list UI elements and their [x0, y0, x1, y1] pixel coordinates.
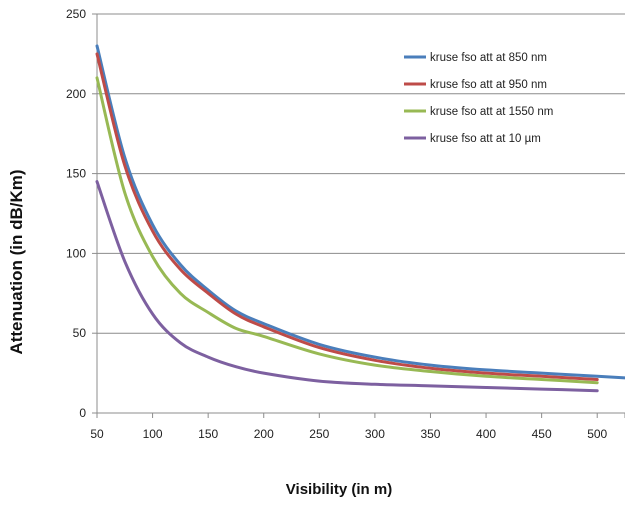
legend-label-3: kruse fso att at 10 µm	[430, 133, 541, 145]
legend: kruse fso att at 850 nm kruse fso att at …	[404, 52, 553, 145]
y-tick-label: 250	[66, 7, 86, 21]
x-axis-title: Visibility (in m)	[286, 481, 392, 498]
tick-labels: 0 50 100 150 200 250 50 100 150 200 250 300 350 400 45…	[66, 7, 608, 441]
x-tick-label: 350	[420, 427, 440, 441]
x-tick-label: 100	[143, 427, 163, 441]
series-line-0	[95, 44, 625, 380]
series-lines	[95, 44, 625, 393]
y-tick-label: 100	[66, 246, 86, 260]
x-tick-label: 400	[476, 427, 496, 441]
y-tick-label: 150	[66, 167, 86, 181]
y-axis-title: Attenuation (in dB/Km)	[7, 169, 26, 354]
legend-label-0: kruse fso att at 850 nm	[430, 52, 547, 64]
series-line-2	[95, 76, 599, 385]
x-tick-label: 150	[198, 427, 218, 441]
x-tick-label: 300	[365, 427, 385, 441]
x-tick-label: 50	[90, 427, 104, 441]
x-tick-label: 200	[254, 427, 274, 441]
gridlines	[97, 13, 625, 334]
series-line-3	[95, 180, 599, 393]
x-tick-label: 250	[309, 427, 329, 441]
x-tick-label: 500	[587, 427, 607, 441]
y-tick-label: 0	[79, 406, 86, 420]
y-tick-label: 200	[66, 87, 86, 101]
series-line-1	[95, 52, 599, 381]
x-tick-label: 450	[532, 427, 552, 441]
legend-label-2: kruse fso att at 1550 nm	[430, 106, 553, 118]
legend-label-1: kruse fso att at 950 nm	[430, 79, 547, 91]
y-tick-label: 50	[73, 326, 87, 340]
